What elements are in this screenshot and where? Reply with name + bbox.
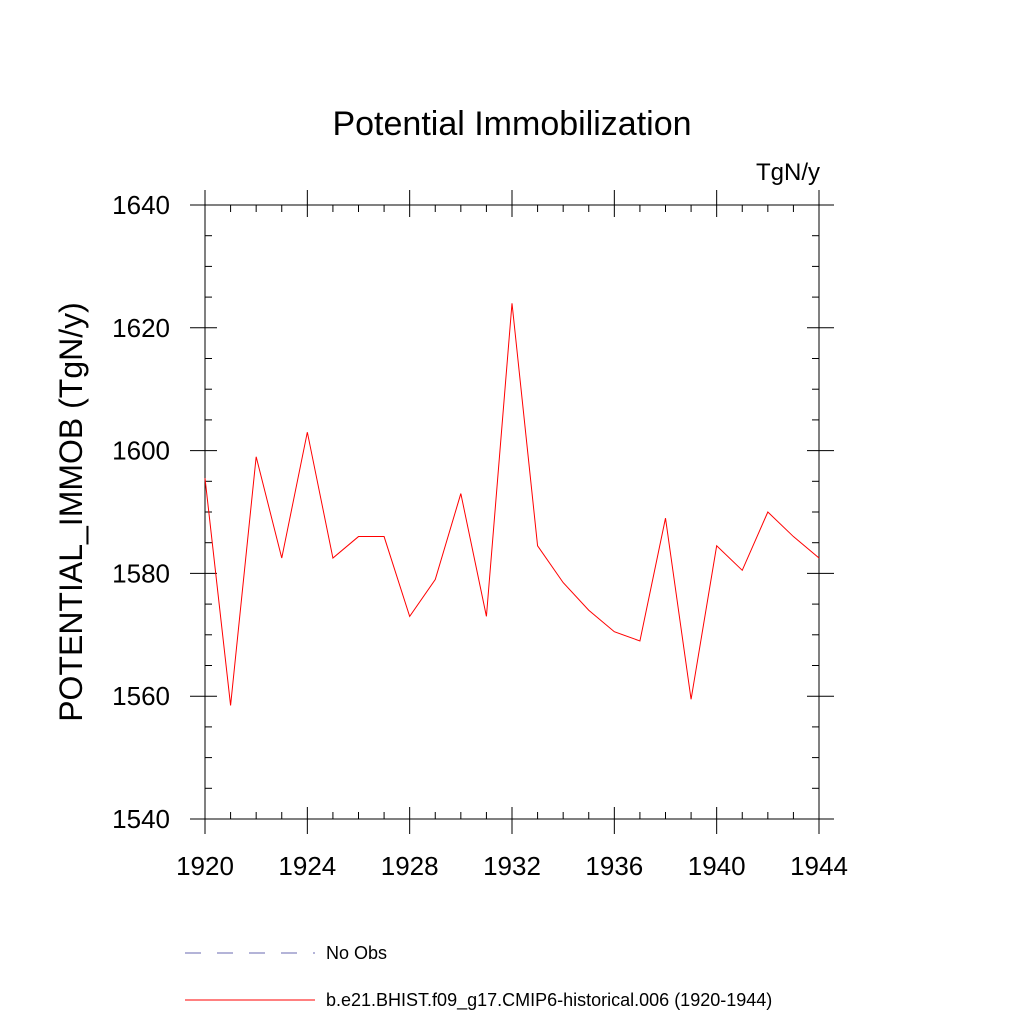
series-layer: [204, 303, 820, 706]
y-axis-label: POTENTIAL_IMMOB (TgN/y): [53, 302, 89, 722]
legend-label-historical: b.e21.BHIST.f09_g17.CMIP6-historical.006…: [326, 990, 772, 1011]
x-tick-label: 1920: [176, 851, 234, 881]
units-label: TgN/y: [756, 159, 820, 186]
axis-ticks: 1920 1924 1928 1932 1936 1940 1944 1540 1560 1580…: [112, 190, 848, 881]
y-tick-label: 1620: [112, 313, 170, 343]
x-tick-label: 1924: [278, 851, 336, 881]
y-tick-label: 1600: [112, 436, 170, 466]
x-tick-label: 1944: [790, 851, 848, 881]
chart-title: Potential Immobilization: [332, 105, 691, 143]
y-tick-label: 1580: [112, 558, 170, 588]
plot-frame: [204, 204, 820, 820]
x-tick-label: 1932: [483, 851, 541, 881]
legend-label-no-obs: No Obs: [326, 943, 387, 963]
y-tick-label: 1640: [112, 190, 170, 220]
series-line: [204, 303, 820, 706]
x-tick-label: 1936: [585, 851, 643, 881]
legend: No Obs b.e21.BHIST.f09_g17.CMIP6-histori…: [185, 943, 772, 1011]
x-tick-label: 1928: [381, 851, 439, 881]
y-tick-label: 1560: [112, 681, 170, 711]
y-tick-label: 1540: [112, 804, 170, 834]
x-tick-label: 1940: [688, 851, 746, 881]
